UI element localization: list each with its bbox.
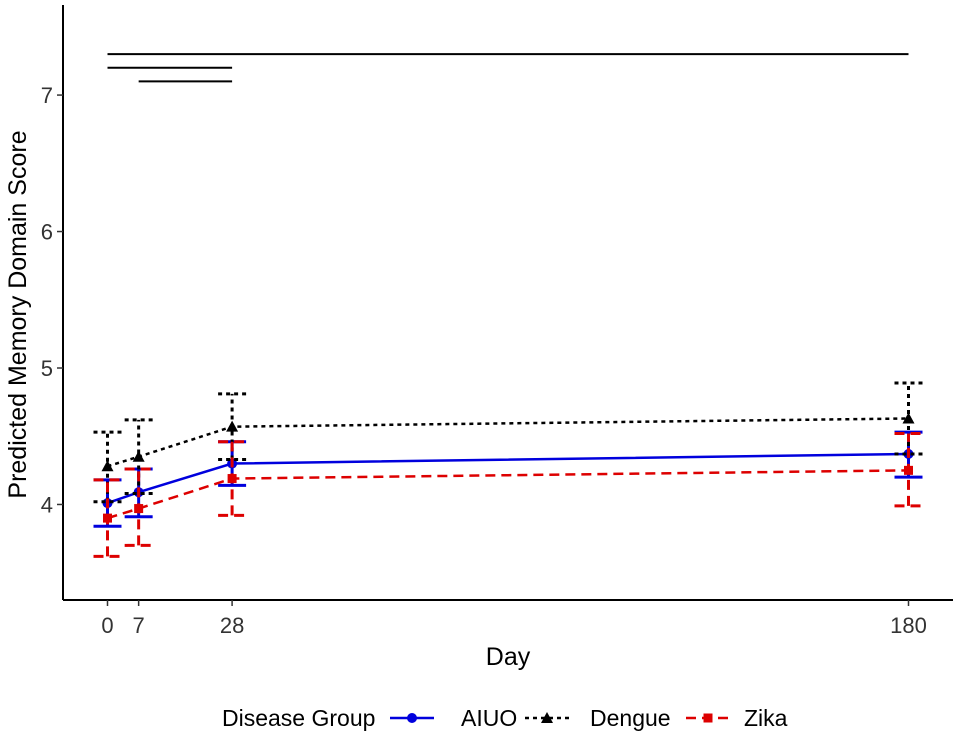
data-point — [904, 465, 913, 475]
y-axis-title: Predicted Memory Domain Score — [4, 130, 32, 498]
y-tick-label: 5 — [41, 356, 53, 381]
y-tick-label: 6 — [41, 220, 53, 245]
x-tick-label: 28 — [220, 613, 244, 638]
data-point — [134, 504, 144, 514]
x-axis-title: Day — [486, 643, 531, 671]
data-point — [103, 513, 112, 523]
data-point — [902, 412, 915, 424]
series-group — [93, 381, 923, 558]
series-line — [107, 452, 909, 505]
series-aiuo — [93, 430, 923, 528]
data-point — [101, 460, 114, 472]
series-zika — [93, 432, 923, 558]
significance-bars-group — [107, 53, 909, 83]
legend-title: Disease Group — [222, 705, 375, 731]
series-line — [107, 417, 909, 468]
legend-label: AIUO — [461, 705, 517, 731]
x-tick-label: 180 — [890, 613, 927, 638]
data-point — [132, 450, 145, 462]
y-tick-label: 7 — [41, 83, 53, 108]
y-tick-label: 4 — [41, 492, 53, 517]
legend-key-marker — [541, 712, 553, 723]
legend-item-dengue: Dengue — [525, 705, 671, 731]
axes-group — [62, 5, 953, 601]
x-tick-label: 0 — [101, 613, 113, 638]
legend-label: Dengue — [590, 705, 671, 731]
legend: Disease Group AIUO Dengue Zika — [222, 705, 788, 731]
series-line — [107, 469, 909, 520]
legend-item-aiuo: AIUO — [390, 705, 517, 731]
x-tick-label: 7 — [133, 613, 145, 638]
data-point — [227, 474, 237, 484]
legend-label: Zika — [744, 705, 788, 731]
data-point — [226, 420, 239, 432]
legend-key-marker — [407, 713, 417, 723]
legend-key-marker — [703, 713, 713, 723]
legend-item-zika: Zika — [686, 705, 788, 731]
